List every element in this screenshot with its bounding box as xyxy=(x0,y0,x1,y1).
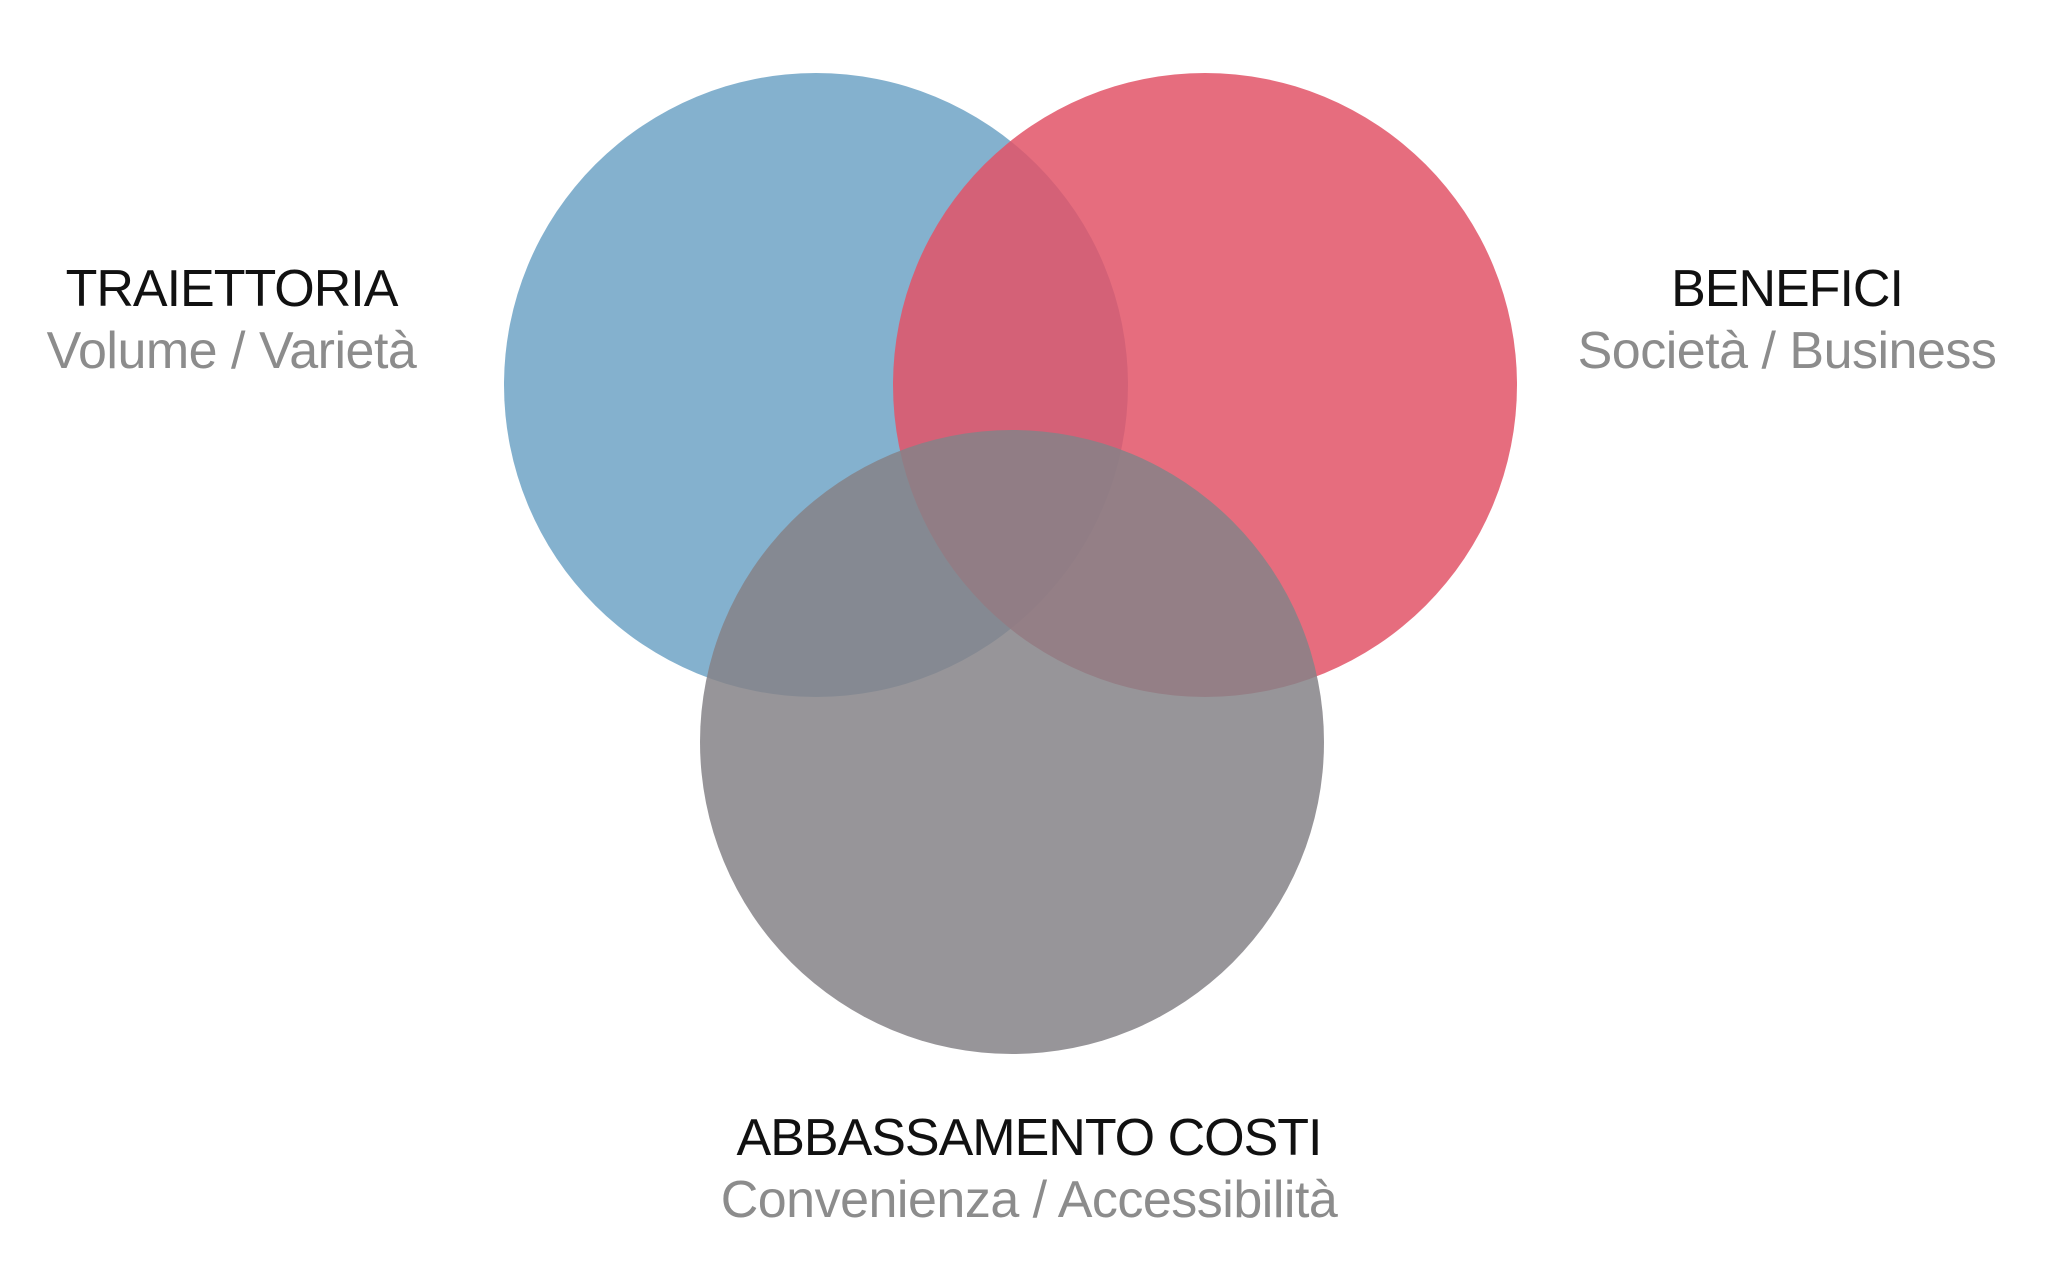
label-abbassamento-costi-title: ABBASSAMENTO COSTI xyxy=(736,1109,1323,1167)
label-abbassamento-costi-subtitle: Convenienza / Accessibilità xyxy=(720,1171,1338,1230)
label-traiettoria: TRAIETTORIA Volume / Varietà xyxy=(0,258,463,383)
label-traiettoria-subtitle: Volume / Varietà xyxy=(46,322,417,381)
label-traiettoria-title: TRAIETTORIA xyxy=(65,260,399,318)
label-benefici-subtitle: Società / Business xyxy=(1577,322,1997,381)
label-benefici: BENEFICI Società / Business xyxy=(1557,258,2017,383)
label-abbassamento-costi: ABBASSAMENTO COSTI Convenienza / Accessi… xyxy=(629,1107,1429,1232)
label-benefici-title: BENEFICI xyxy=(1671,260,1904,318)
circle-abbassamento-costi xyxy=(700,430,1324,1054)
